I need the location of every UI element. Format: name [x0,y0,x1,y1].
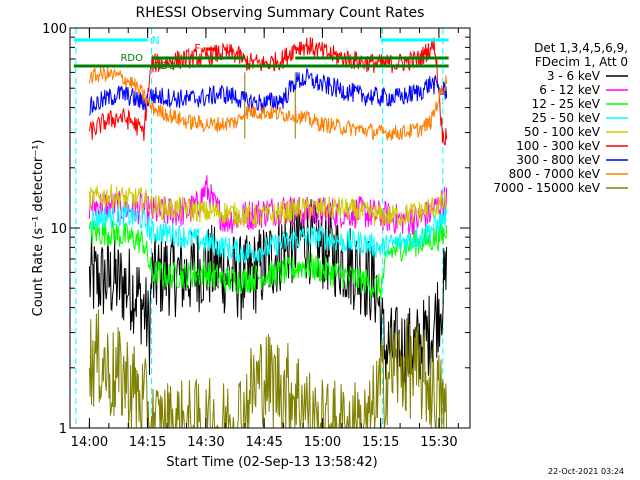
legend-entry-label: 800 - 7000 keV [509,167,601,181]
y-tick-label: 1 [59,422,67,437]
legend-entry-label: 12 - 25 keV [532,97,601,111]
x-tick-label: 14:30 [187,435,224,450]
legend-entry-label: 6 - 12 keV [539,83,601,97]
y-axis: 1 10 100 [42,22,470,437]
night-label: N [152,34,160,47]
legend-entry-label: 7000 - 15000 keV [493,181,600,195]
legend-entry-label: 25 - 50 keV [532,111,601,125]
x-axis-label: Start Time (02-Sep-13 13:58:42) [166,455,377,470]
rdo-label-1: RDO [120,53,143,64]
series-line-3 [89,204,448,264]
y-tick-label: 100 [42,22,67,37]
x-tick-label: 14:15 [129,435,166,450]
legend-header-line-1: Det 1,3,4,5,6,9, [534,41,628,55]
x-tick-label: 15:00 [304,435,341,450]
chart-title: RHESSI Observing Summary Count Rates [136,5,425,21]
series-layer [88,37,448,428]
x-tick-label: 15:15 [362,435,399,450]
y-axis-label: Count Rate (s⁻¹ detector⁻¹) [31,140,46,317]
series-line-7 [88,66,448,141]
x-tick-label: 14:00 [71,435,108,450]
rdo-label-2: RDO [153,61,176,72]
legend-entry-label: 300 - 800 keV [516,153,600,167]
legend-entry-label: 3 - 6 keV [547,69,601,83]
legend-entry-label: 50 - 100 keV [524,125,601,139]
annotation-layer: N F RDO RDO [73,34,449,72]
x-tick-label: 15:30 [420,435,457,450]
flare-label: F [194,42,200,55]
legend-header-line-2: FDecim 1, Att 0 [535,55,628,69]
series-line-8 [88,309,448,428]
footer-timestamp: 22-Oct-2021 03:24 [548,467,624,476]
legend-entry-label: 100 - 300 keV [516,139,600,153]
y-tick-label: 10 [50,222,67,237]
x-axis: 14:00 14:15 14:30 14:45 15:00 15:15 15:30 [71,28,459,450]
x-tick-label: 14:45 [245,435,282,450]
legend: Det 1,3,4,5,6,9, FDecim 1, Att 0 3 - 6 k… [493,41,628,195]
series-line-4 [88,184,448,229]
